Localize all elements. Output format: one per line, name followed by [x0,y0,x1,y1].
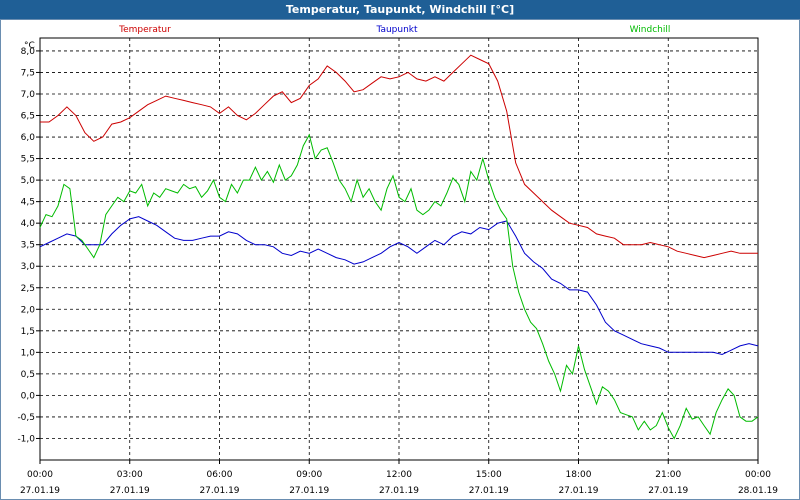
y-tick-label: 7,5 [21,68,35,78]
y-tick-label: 6,5 [21,112,35,122]
x-tick-time: 18:00 [566,470,592,480]
y-tick-label: 8,0 [21,47,36,57]
x-tick-time: 06:00 [207,470,233,480]
y-tick-label: -0,5 [17,413,35,423]
legend-windchill: Windchill [630,25,671,35]
y-tick-label: 6,0 [21,133,36,143]
y-tick-label: 1,0 [21,348,36,358]
x-tick-date: 27.01.19 [289,486,329,496]
x-tick-date: 27.01.19 [20,486,60,496]
y-unit-label: °C [24,41,35,51]
y-tick-label: 2,5 [21,284,35,294]
legend-temperatur: Temperatur [118,25,171,35]
y-tick-label: -1,0 [17,434,35,444]
x-tick-date: 27.01.19 [199,486,239,496]
series-line-temperatur [40,54,758,259]
y-tick-label: 5,5 [21,155,35,165]
y-tick-label: 4,0 [21,219,36,229]
series-line-taupunkt [39,216,759,356]
y-tick-label: 2,0 [21,305,36,315]
x-tick-time: 12:00 [386,470,412,480]
x-tick-date: 28.01.19 [738,486,778,496]
y-tick-label: 3,0 [21,262,36,272]
x-tick-date: 27.01.19 [558,486,598,496]
legend-taupunkt: Taupunkt [375,25,418,35]
x-tick-time: 03:00 [117,470,143,480]
x-tick-time: 21:00 [655,470,681,480]
x-tick-time: 09:00 [296,470,322,480]
x-tick-date: 27.01.19 [469,486,509,496]
x-tick-time: 00:00 [27,470,53,480]
y-tick-label: 5,0 [21,176,36,186]
x-tick-time: 15:00 [476,470,502,480]
x-tick-date: 27.01.19 [648,486,688,496]
y-tick-label: 1,5 [21,327,35,337]
y-tick-label: 3,5 [21,241,35,251]
x-tick-date: 27.01.19 [379,486,419,496]
y-tick-label: 0,5 [21,370,35,380]
y-tick-label: 0,0 [21,391,36,401]
series-line-windchill [39,133,759,440]
chart-title: Temperatur, Taupunkt, Windchill [°C] [0,0,800,19]
x-tick-time: 00:00 [745,470,771,480]
y-tick-label: 7,0 [21,90,36,100]
x-tick-date: 27.01.19 [110,486,150,496]
y-tick-label: 4,5 [21,198,35,208]
